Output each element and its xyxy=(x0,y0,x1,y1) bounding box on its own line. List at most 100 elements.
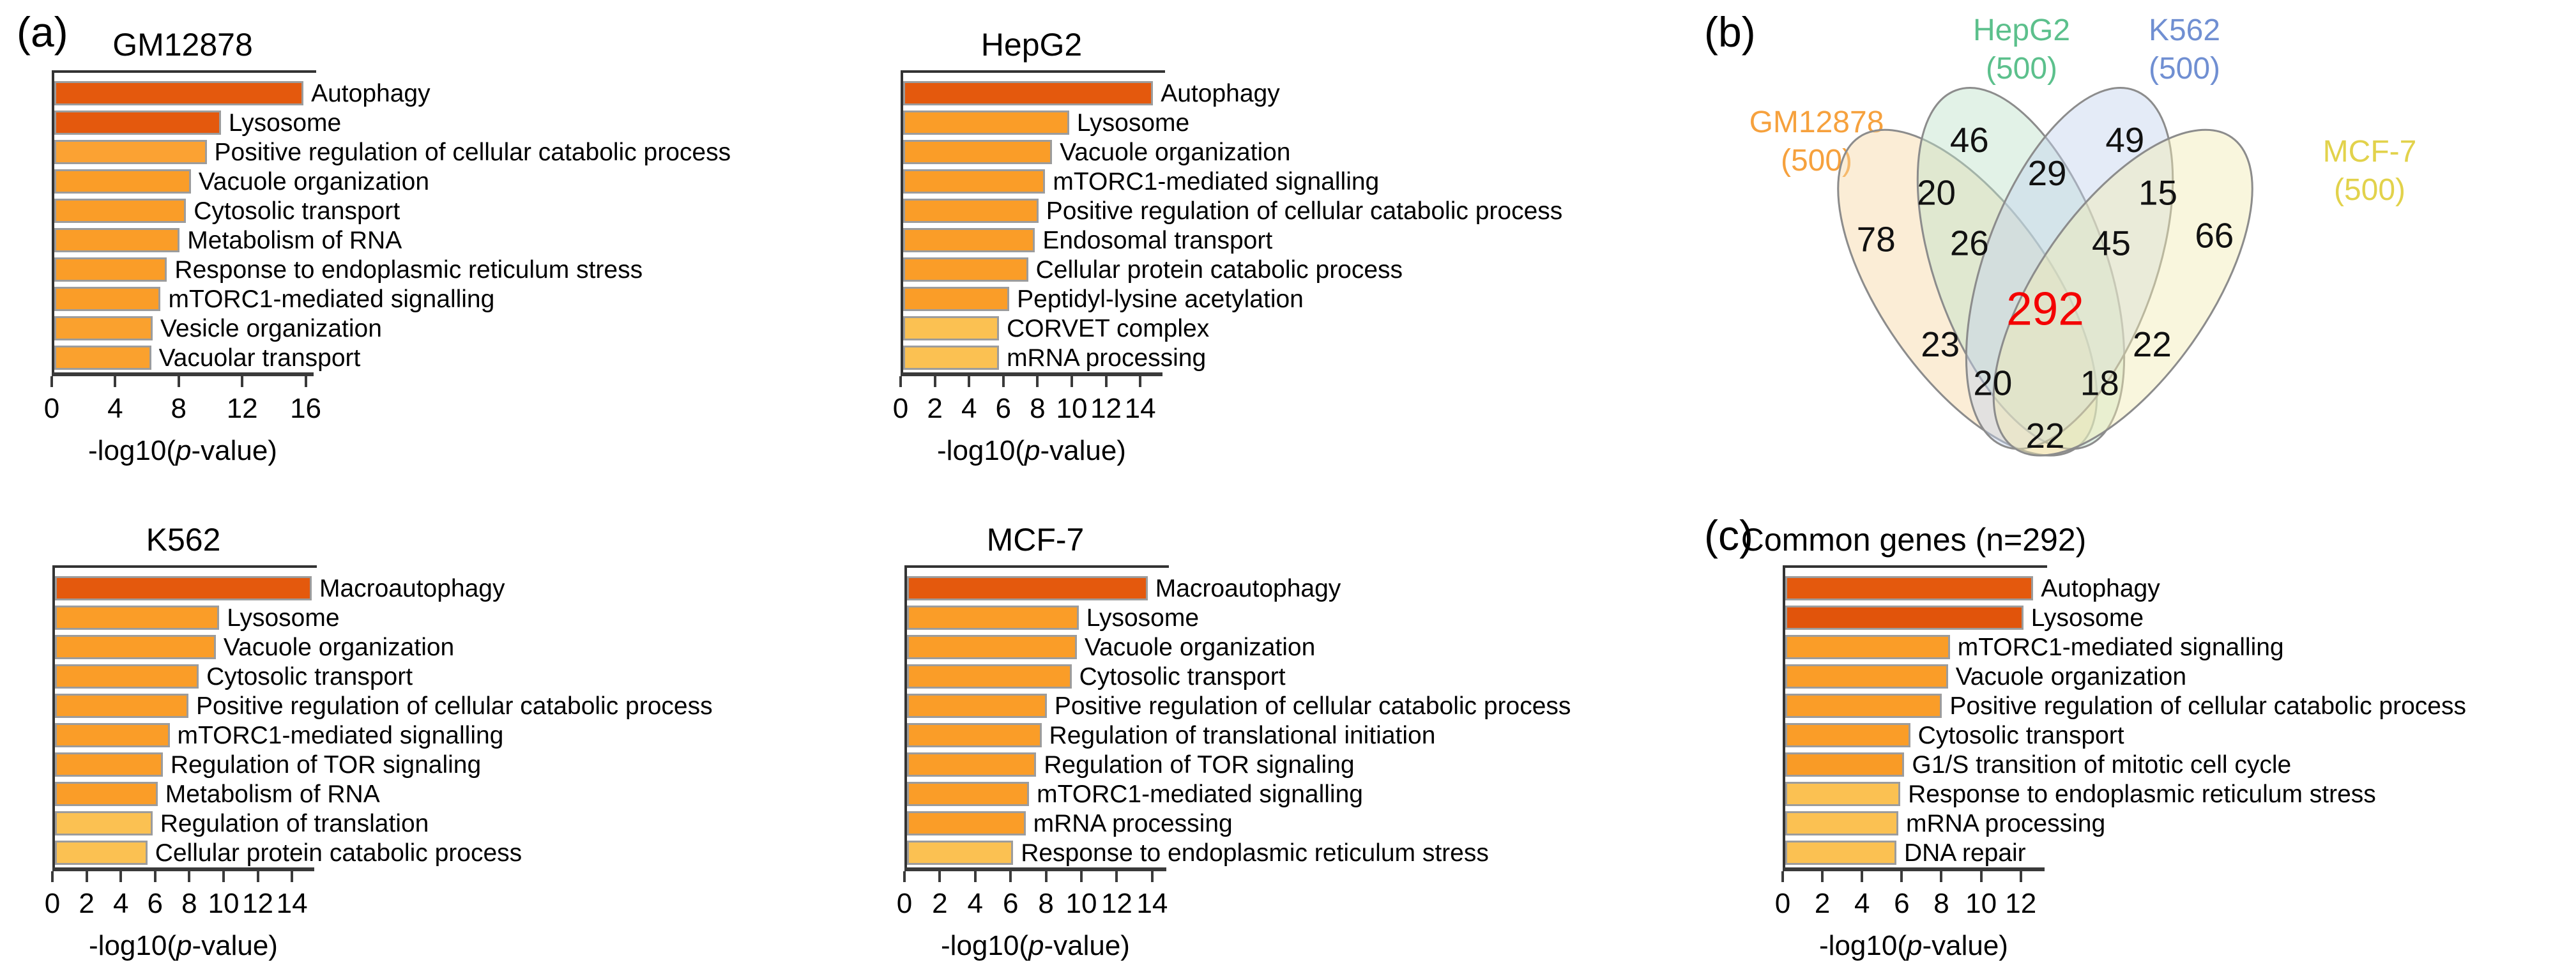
go-term-bar xyxy=(54,228,180,252)
bar-row: G1/S transition of mitotic cell cycle xyxy=(1785,750,2291,779)
go-bar-chart-hepg2: HepG2 Autophagy Lysosome Vacuole organizat… xyxy=(893,26,1563,478)
bar-row: Macroautophagy xyxy=(907,574,1341,603)
bar-row: Autophagy xyxy=(54,79,431,108)
bar-row: mRNA processing xyxy=(907,809,1233,838)
go-term-label: Lysosome xyxy=(1086,604,1200,632)
bar-row: mTORC1-mediated signalling xyxy=(1785,632,2284,662)
x-axis-tick-label: 4 xyxy=(961,393,977,424)
x-axis-tick-label: 12 xyxy=(1101,888,1132,919)
x-axis-tick-label: 4 xyxy=(107,393,123,424)
x-axis: -log10(p-value) 0 2 4 6 8 10 12 xyxy=(1775,867,2045,973)
x-axis-title: -log10(p-value) xyxy=(1819,930,2008,961)
x-axis-tick-label: 2 xyxy=(927,393,943,424)
go-term-bar xyxy=(1785,576,2034,600)
go-term-bar xyxy=(55,664,199,689)
go-term-bar xyxy=(903,228,1035,252)
bar-row: Cytosolic transport xyxy=(54,196,400,225)
go-term-label: Lysosome xyxy=(1076,109,1190,137)
go-term-label: Regulation of TOR signaling xyxy=(1044,751,1355,779)
x-axis-tick-label: 4 xyxy=(1854,888,1870,919)
go-term-label: Macroautophagy xyxy=(319,574,505,602)
go-term-label: Autophagy xyxy=(311,79,431,107)
go-term-bar xyxy=(907,782,1030,806)
go-term-label: Cytosolic transport xyxy=(194,197,400,225)
x-axis-tick xyxy=(933,376,936,387)
x-axis: -log10(p-value) 0 2 4 6 8 10 12 14 xyxy=(45,867,314,973)
bar-row: mRNA processing xyxy=(903,343,1206,372)
go-term-label: Macroautophagy xyxy=(1155,574,1341,602)
go-term-bar xyxy=(1785,723,1910,747)
go-term-label: Cytosolic transport xyxy=(1079,662,1286,690)
venn-region-count: 15 xyxy=(2138,172,2177,212)
venn-svg: 46 49 29 20 15 78 26 45 66 292 23 22 20 18 22 xyxy=(1837,87,2253,457)
go-bar-chart-gm12878: GM12878 Autophagy Lysosome Positive regula… xyxy=(44,26,731,478)
venn-region-count: 20 xyxy=(1973,363,2012,403)
go-term-label: Autophagy xyxy=(2041,574,2160,602)
go-term-label: Cellular protein catabolic process xyxy=(1035,255,1403,284)
go-term-label: Vacuole organization xyxy=(1955,662,2187,690)
venn-region-count: 23 xyxy=(1921,324,1960,364)
bar-row: Vacuole organization xyxy=(54,167,429,196)
x-axis-tick xyxy=(1009,871,1012,882)
go-term-label: Metabolism of RNA xyxy=(187,226,402,254)
bar-row: Positive regulation of cellular cataboli… xyxy=(903,196,1562,225)
bar-row: Positive regulation of cellular cataboli… xyxy=(907,691,1571,721)
bar-row: Response to endoplasmic reticulum stress xyxy=(907,838,1489,867)
x-axis-tick-label: 6 xyxy=(995,393,1012,424)
go-term-bar xyxy=(903,199,1039,223)
plot-area: Macroautophagy Lysosome Vacuole organizati… xyxy=(904,565,1571,867)
x-axis-tick-label: 0 xyxy=(43,393,60,424)
go-term-bar xyxy=(54,140,207,164)
bar-row: Cytosolic transport xyxy=(1785,721,2124,750)
x-axis-tick-label: 4 xyxy=(967,888,984,919)
x-axis-tick xyxy=(1979,871,1983,882)
x-axis-tick-label: 0 xyxy=(1774,888,1791,919)
go-term-bar xyxy=(1785,752,1905,777)
go-term-bar xyxy=(907,752,1037,777)
x-axis-tick xyxy=(1861,871,1864,882)
x-axis-tick xyxy=(114,376,117,387)
go-term-label: mTORC1-mediated signalling xyxy=(1037,780,1363,808)
go-term-label: mRNA processing xyxy=(1007,344,1207,372)
go-bar-chart-common-genes: Common genes (n=292) Autophagy Lysosome mT… xyxy=(1741,521,2466,973)
venn-region-count: 22 xyxy=(2133,324,2172,364)
go-term-bar xyxy=(903,140,1053,164)
go-term-bar xyxy=(1785,782,1901,806)
venn-set-label-k562: K562 (500) xyxy=(2148,13,2221,86)
x-axis-tick xyxy=(153,871,156,882)
x-axis-tick xyxy=(1781,871,1784,882)
x-axis-tick xyxy=(188,871,191,882)
x-axis-tick xyxy=(291,871,294,882)
go-term-bar xyxy=(903,316,1000,340)
go-term-bar xyxy=(907,576,1148,600)
go-term-bar xyxy=(1785,635,1950,659)
x-axis-tick xyxy=(968,376,971,387)
go-term-bar xyxy=(1785,811,1899,835)
venn-set-label-gm12878: GM12878 (500) xyxy=(1749,105,1884,178)
go-term-label: mTORC1-mediated signalling xyxy=(1053,167,1380,195)
plot-area: Autophagy Lysosome mTORC1-mediated signall… xyxy=(1783,565,2466,867)
venn-region-count: 45 xyxy=(2092,224,2131,263)
go-term-bar xyxy=(903,257,1028,282)
bar-row: mTORC1-mediated signalling xyxy=(55,721,503,750)
go-term-bar xyxy=(907,723,1042,747)
go-term-label: Vesicle organization xyxy=(160,314,382,342)
go-term-bar xyxy=(907,841,1014,865)
go-term-bar xyxy=(903,287,1010,311)
bar-row: Positive regulation of cellular cataboli… xyxy=(54,137,731,167)
x-axis-tick xyxy=(1080,871,1083,882)
go-term-bar xyxy=(55,576,312,600)
go-term-label: mTORC1-mediated signalling xyxy=(1957,633,2284,661)
bar-row: Cellular protein catabolic process xyxy=(55,838,522,867)
x-axis-tick-label: 12 xyxy=(242,888,274,919)
go-bar-chart-k562: K562 Macroautophagy Lysosome Vacuole organ… xyxy=(45,521,713,973)
x-axis-tick-label: 14 xyxy=(1136,888,1168,919)
x-axis: -log10(p-value) 0 2 4 6 8 10 12 14 xyxy=(893,372,1162,478)
panel-a-letter: (a) xyxy=(17,8,68,56)
x-axis-tick xyxy=(119,871,123,882)
go-term-label: Regulation of TOR signaling xyxy=(170,751,482,779)
bar-row: CORVET complex xyxy=(903,314,1209,343)
venn-region-count: 292 xyxy=(2006,284,2084,335)
x-axis-tick xyxy=(1070,376,1073,387)
panel-c-letter: (c) xyxy=(1704,512,1753,559)
